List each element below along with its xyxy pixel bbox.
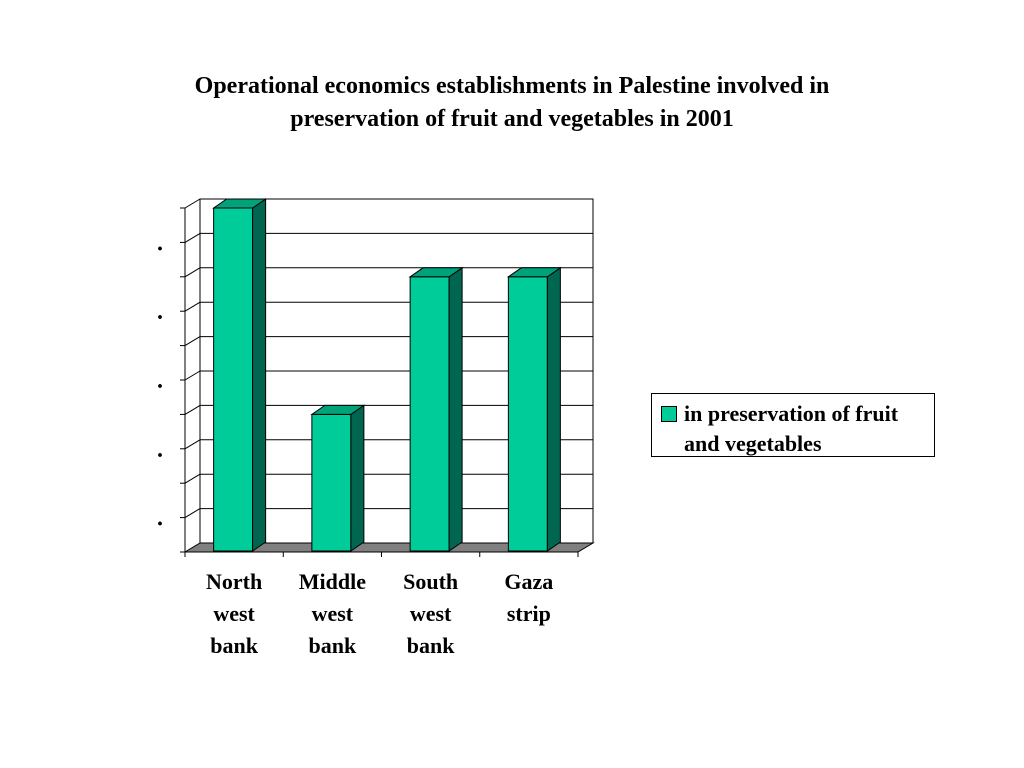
bar-side — [448, 266, 463, 552]
bar-top — [506, 267, 562, 278]
bar-top — [310, 404, 366, 415]
legend: in preservation of fruit and vegetables — [651, 393, 935, 457]
x-tick-label: Middle west bank — [284, 566, 380, 662]
y-tick-label: . — [157, 437, 163, 463]
gridline-side — [184, 473, 201, 484]
x-tick-label-line: Middle — [298, 569, 366, 594]
x-tick-label-line: west — [213, 601, 255, 626]
bar-top — [408, 267, 464, 278]
gridline-side — [184, 508, 201, 519]
gridline-side — [184, 439, 201, 450]
bar-front — [409, 276, 450, 552]
gridline-side — [184, 404, 201, 415]
bar-top — [212, 198, 268, 209]
chart-title-line: Operational economics establishments in … — [194, 73, 830, 99]
x-tick-label-line: strip — [506, 601, 551, 626]
x-tick-label-line: Gaza — [504, 569, 554, 594]
y-tick-label: . — [157, 506, 163, 532]
chart-title: Operational economics establishments in … — [112, 70, 912, 136]
x-tick-label-line: North — [206, 569, 263, 594]
chart-title-line: preservation of fruit and vegetables in … — [290, 106, 734, 132]
bar-side — [546, 266, 561, 552]
legend-swatch — [661, 406, 677, 422]
y-tick-label: . — [157, 230, 163, 256]
x-tick-label-line: west — [409, 601, 452, 626]
bar-front — [213, 207, 254, 552]
y-tick-label: . — [157, 368, 163, 394]
gridline-side — [184, 301, 201, 312]
bar-front — [311, 413, 352, 552]
side-wall-edge — [184, 198, 201, 209]
bar-front — [507, 276, 548, 552]
x-tick-label-line: bank — [308, 633, 357, 658]
x-tick-label-line: west — [311, 601, 354, 626]
x-tick-label: South west bank — [383, 566, 479, 662]
gridline-side — [184, 232, 201, 243]
gridline-side — [184, 336, 201, 347]
x-tick-label-line: bank — [406, 633, 455, 658]
bar-side — [252, 198, 267, 552]
y-tick-label: . — [157, 299, 163, 325]
x-tick-label: Gaza strip — [481, 566, 577, 630]
bar-side — [350, 404, 365, 552]
gridline-side — [184, 370, 201, 381]
legend-label: in preservation of fruit and vegetables — [684, 401, 899, 456]
x-tick-label-line: South — [403, 569, 459, 594]
x-tick-label-line: bank — [210, 633, 258, 658]
x-tick-label: North west bank — [186, 566, 282, 662]
gridline-side — [184, 267, 201, 278]
